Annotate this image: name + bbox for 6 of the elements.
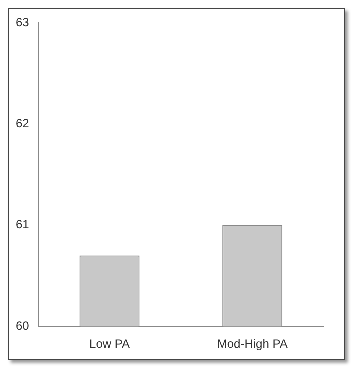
x-tick-label: Low PA [90, 337, 130, 352]
y-tick-label: 62 [16, 116, 30, 131]
x-tick-label: Mod-High PA [217, 337, 288, 352]
y-tick-label: 63 [16, 15, 30, 30]
y-tick-label: 60 [16, 318, 30, 333]
y-tick-label: 61 [16, 218, 30, 232]
